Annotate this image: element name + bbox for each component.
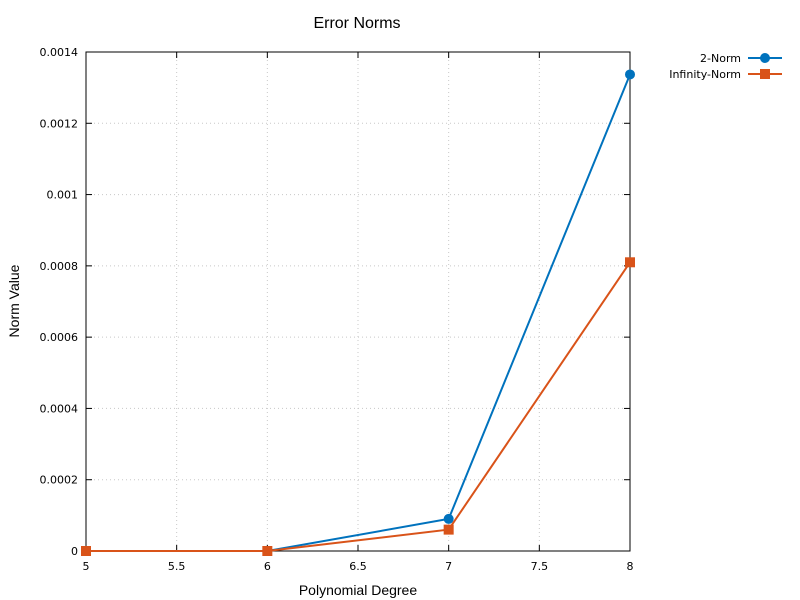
2-norm-point (625, 69, 635, 80)
legend-label-2-norm: 2-Norm (700, 52, 741, 65)
y-tick-label: 0.0004 (40, 402, 79, 415)
y-tick-label: 0 (71, 545, 78, 558)
x-tick-label: 7.5 (531, 560, 549, 573)
y-tick-label: 0.0002 (40, 474, 79, 487)
legend-marker-infinity-norm (760, 69, 770, 79)
y-tick-label: 0.0006 (40, 331, 79, 344)
infinity-norm-point (625, 257, 635, 268)
y-axis-label: Norm Value (6, 264, 22, 337)
infinity-norm-point (81, 546, 91, 556)
plot-frame (85, 51, 631, 552)
y-tick-label: 0.0008 (40, 260, 79, 273)
x-tick-label: 5 (83, 560, 90, 573)
y-tick-label: 0.0012 (40, 117, 79, 130)
x-axis-label: Polynomial Degree (299, 582, 417, 598)
infinity-norm-point (443, 524, 454, 535)
x-tick-label: 8 (627, 560, 634, 573)
y-tick-label: 0.0014 (40, 46, 79, 59)
2-norm-point (443, 513, 454, 524)
chart-title: Error Norms (313, 15, 400, 32)
x-tick-label: 5.5 (168, 560, 186, 573)
legend-label-infinity-norm: Infinity-Norm (669, 68, 741, 81)
infinity-norm-line (86, 261, 631, 552)
infinity-norm-point (262, 546, 273, 556)
y-tick-label: 0.001 (47, 189, 79, 202)
x-tick-label: 6.5 (349, 560, 367, 573)
x-tick-label: 6 (264, 560, 271, 573)
legend: 2-Norm Infinity-Norm (669, 52, 782, 81)
grid (86, 52, 630, 551)
series (81, 69, 635, 556)
x-axis-ticks: 5 5.5 6 6.5 7 7.5 8 (83, 52, 634, 573)
legend-marker-2-norm (760, 53, 770, 63)
x-tick-label: 7 (445, 560, 452, 573)
